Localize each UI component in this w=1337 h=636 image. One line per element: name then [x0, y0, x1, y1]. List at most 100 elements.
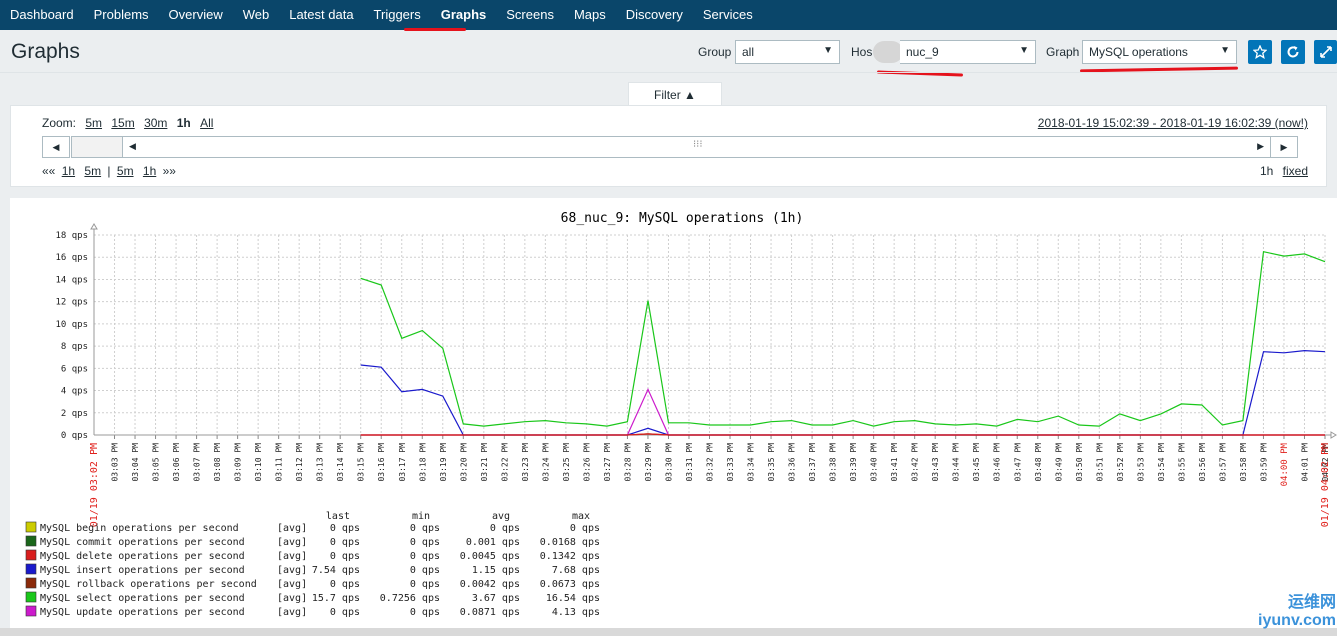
legend-last-value: 0 qps — [330, 523, 360, 534]
refresh-button[interactable] — [1281, 40, 1305, 64]
nav-item-triggers[interactable]: Triggers — [373, 7, 421, 22]
x-tick-label: 03:46 PM — [993, 443, 1002, 482]
nav-item-dashboard[interactable]: Dashboard — [10, 7, 74, 22]
zoom-label: Zoom: — [42, 116, 77, 130]
x-tick-label: 03:48 PM — [1034, 443, 1043, 482]
zoom-15m-link[interactable]: 15m — [111, 116, 135, 130]
zoom-all-link[interactable]: All — [200, 116, 214, 130]
legend-series-name: MySQL delete operations per second — [40, 551, 245, 562]
graph-label: Graph — [1046, 45, 1080, 59]
horizontal-scrollbar[interactable] — [0, 628, 1337, 636]
drag-handle-icon[interactable]: ⁝⁝⁝ — [693, 139, 703, 150]
chevron-down-icon: ▼ — [1019, 45, 1029, 56]
caret-right-icon: ▶ — [1280, 141, 1288, 152]
x-tick-label: 03:20 PM — [459, 443, 468, 482]
scroll-right-button[interactable]: ▶ — [1270, 136, 1298, 158]
x-tick-label: 03:34 PM — [747, 443, 756, 482]
x-tick-label: 03:06 PM — [172, 443, 181, 482]
mysql-operations-chart: 68_nuc_9: MySQL operations (1h) 0 qps 2 q… — [25, 211, 1337, 618]
legend-avg-value: 0 qps — [490, 523, 520, 534]
forward-5m-link[interactable]: 5m — [116, 164, 134, 178]
x-end-label: 01/19 04:02 PM — [1320, 443, 1331, 527]
nav-item-web[interactable]: Web — [242, 7, 270, 22]
legend-avg-value: 0.0042 qps — [460, 579, 520, 590]
y-tick-label: 10 qps — [55, 320, 88, 330]
x-tick-label: 03:35 PM — [767, 443, 776, 482]
nav-item-overview[interactable]: Overview — [168, 7, 223, 22]
x-tick-label: 03:54 PM — [1157, 443, 1166, 482]
legend-max-value: 7.68 qps — [552, 565, 600, 576]
legend-max-value: 4.13 qps — [552, 607, 600, 618]
legend-last-value: 0 qps — [330, 607, 360, 618]
filter-tab[interactable]: Filter ▲ — [628, 82, 722, 106]
chevron-down-icon: ▼ — [1220, 45, 1230, 56]
fullscreen-button[interactable] — [1314, 40, 1337, 64]
zoom-1h-current: 1h — [176, 116, 191, 130]
x-tick-label: 03:30 PM — [664, 443, 673, 482]
legend-last-value: 0 qps — [330, 551, 360, 562]
refresh-icon — [1287, 46, 1299, 58]
legend-max-value: 0.1342 qps — [540, 551, 600, 562]
x-tick-label: 03:28 PM — [623, 443, 632, 482]
x-tick-label: 03:53 PM — [1136, 443, 1145, 482]
scroll-left-button[interactable]: ◀ — [42, 136, 70, 158]
legend-header: last — [326, 511, 350, 522]
star-icon — [1253, 45, 1267, 59]
forward-1h-link[interactable]: 1h — [142, 164, 157, 178]
nav-forward-icon[interactable]: »» — [162, 164, 176, 178]
watermark-logo: 运维网 iyunv.com — [1228, 588, 1336, 632]
graph-select[interactable]: MySQL operations ▼ — [1082, 40, 1237, 64]
x-tick-label: 03:22 PM — [500, 443, 509, 482]
zoom-30m-link[interactable]: 30m — [144, 116, 168, 130]
group-select[interactable]: all ▼ — [735, 40, 840, 64]
nav-item-latest-data[interactable]: Latest data — [289, 7, 354, 22]
nav-item-maps[interactable]: Maps — [573, 7, 606, 22]
x-tick-label: 03:10 PM — [254, 443, 263, 482]
nav-back-icon[interactable]: «« — [42, 164, 56, 178]
group-select-value: all — [742, 45, 755, 59]
legend-max-value: 0.0168 qps — [540, 537, 600, 548]
x-tick-label: 03:27 PM — [603, 443, 612, 482]
y-tick-label: 12 qps — [55, 298, 88, 308]
filter-panel: Zoom: 5m 15m 30m 1h All 2018-01-19 15:02… — [10, 105, 1327, 187]
y-tick-label: 2 qps — [61, 409, 88, 419]
favorite-button[interactable] — [1248, 40, 1272, 64]
host-label: Hos — [851, 45, 873, 59]
x-tick-label: 03:55 PM — [1177, 443, 1186, 482]
x-tick-label: 03:33 PM — [726, 443, 735, 482]
x-tick-label: 03:52 PM — [1116, 443, 1125, 482]
legend-min-value: 0 qps — [410, 537, 440, 548]
nav-item-problems[interactable]: Problems — [93, 7, 149, 22]
page-title: Graphs — [11, 40, 80, 63]
fixed-toggle-link[interactable]: fixed — [1282, 164, 1308, 178]
timeline-scrollbar[interactable]: ◀ ⁝⁝⁝ ▶ — [71, 136, 1271, 158]
fullscreen-icon — [1319, 46, 1332, 58]
x-tick-label: 03:19 PM — [439, 443, 448, 482]
legend-series-name: MySQL select operations per second — [40, 593, 245, 604]
x-tick-label: 03:13 PM — [316, 443, 325, 482]
top-nav: Dashboard Problems Overview Web Latest data T… — [0, 0, 1337, 30]
legend-series-name: MySQL update operations per second — [40, 607, 245, 618]
legend-func: [avg] — [277, 523, 307, 534]
host-select[interactable]: nuc_9 ▼ — [900, 40, 1036, 64]
back-1h-link[interactable]: 1h — [61, 164, 76, 178]
y-tick-label: 14 qps — [55, 275, 88, 285]
nav-item-screens[interactable]: Screens — [506, 7, 554, 22]
host-redaction-blur — [873, 41, 903, 63]
nav-item-services[interactable]: Services — [702, 7, 753, 22]
x-tick-label: 03:44 PM — [952, 443, 961, 482]
x-tick-label: 03:50 PM — [1075, 443, 1084, 482]
legend-min-value: 0.7256 qps — [380, 593, 440, 604]
nav-item-discovery[interactable]: Discovery — [625, 7, 683, 22]
nav-item-graphs[interactable]: Graphs — [440, 7, 487, 22]
time-range-link[interactable]: 2018-01-19 15:02:39 - 2018-01-19 16:02:3… — [1037, 116, 1308, 130]
back-5m-link[interactable]: 5m — [84, 164, 102, 178]
y-tick-label: 4 qps — [61, 387, 88, 397]
legend-last-value: 0 qps — [330, 579, 360, 590]
x-tick-label: 03:45 PM — [972, 443, 981, 482]
timeline-scroll-thumb[interactable]: ◀ ⁝⁝⁝ ▶ — [122, 136, 1271, 158]
caret-right-icon: ▶ — [1257, 141, 1264, 151]
zoom-5m-link[interactable]: 5m — [85, 116, 103, 130]
x-tick-label: 03:47 PM — [1013, 443, 1022, 482]
x-tick-label: 04:00 PM — [1280, 442, 1290, 486]
